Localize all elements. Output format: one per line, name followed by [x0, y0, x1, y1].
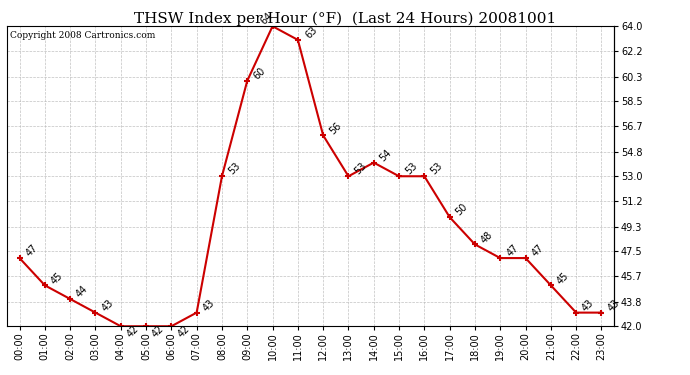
- Text: 43: 43: [201, 297, 217, 313]
- Text: 45: 45: [49, 270, 65, 286]
- Text: 50: 50: [454, 202, 470, 218]
- Text: 53: 53: [226, 161, 242, 177]
- Text: Copyright 2008 Cartronics.com: Copyright 2008 Cartronics.com: [10, 31, 155, 40]
- Text: 64: 64: [259, 11, 275, 27]
- Text: 47: 47: [23, 243, 39, 259]
- Text: 53: 53: [403, 161, 419, 177]
- Text: 45: 45: [555, 270, 571, 286]
- Text: 43: 43: [99, 297, 115, 313]
- Text: 54: 54: [378, 147, 394, 163]
- Text: 63: 63: [304, 25, 319, 40]
- Text: 53: 53: [428, 161, 444, 177]
- Text: 47: 47: [504, 243, 520, 259]
- Text: 43: 43: [606, 297, 622, 313]
- Text: 42: 42: [125, 324, 141, 339]
- Text: 53: 53: [353, 161, 368, 177]
- Text: 42: 42: [150, 324, 166, 339]
- Text: 48: 48: [479, 229, 495, 245]
- Text: 47: 47: [530, 243, 546, 259]
- Text: 60: 60: [251, 66, 267, 81]
- Text: 42: 42: [175, 324, 191, 339]
- Text: 43: 43: [580, 297, 596, 313]
- Text: 56: 56: [327, 120, 343, 136]
- Text: THSW Index per Hour (°F)  (Last 24 Hours) 20081001: THSW Index per Hour (°F) (Last 24 Hours)…: [134, 11, 556, 26]
- Text: 44: 44: [75, 284, 90, 300]
